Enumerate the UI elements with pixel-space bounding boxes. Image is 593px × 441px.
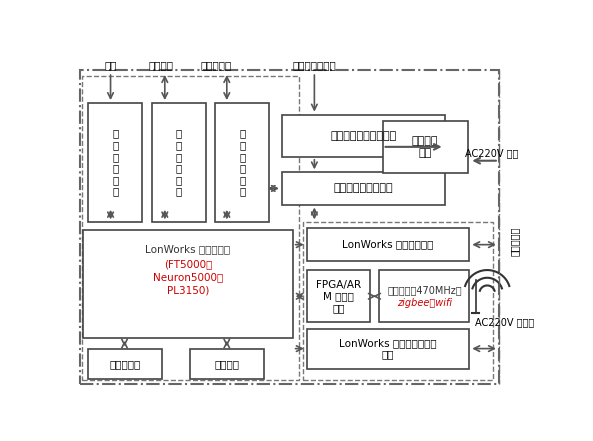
Bar bbox=[215, 103, 269, 222]
Bar bbox=[82, 76, 299, 380]
Text: LonWorks 双绞线收发器: LonWorks 双绞线收发器 bbox=[342, 239, 433, 250]
Text: 单相或三相计量芯片: 单相或三相计量芯片 bbox=[333, 183, 393, 194]
Text: 供电电源
模块: 供电电源 模块 bbox=[412, 136, 438, 158]
Text: 红外编码: 红外编码 bbox=[148, 60, 173, 71]
Bar bbox=[282, 115, 445, 157]
Text: 红
外
收
发
电
路: 红 外 收 发 电 路 bbox=[176, 129, 182, 197]
Text: LonWorks 电力线载波耦合
电路: LonWorks 电力线载波耦合 电路 bbox=[339, 338, 437, 359]
Bar bbox=[382, 121, 468, 173]
Bar bbox=[88, 349, 162, 379]
Text: 电压电流测量取样电路: 电压电流测量取样电路 bbox=[330, 131, 396, 141]
Bar bbox=[307, 270, 370, 322]
Text: 电压、电流输入: 电压、电流输入 bbox=[292, 60, 336, 71]
Text: Neuron5000、: Neuron5000、 bbox=[153, 273, 223, 282]
Text: 通讯双绞线: 通讯双绞线 bbox=[509, 227, 519, 256]
Text: LonWorks 神经元芯片: LonWorks 神经元芯片 bbox=[145, 244, 231, 254]
Text: 输
出
控
制
电
路: 输 出 控 制 电 路 bbox=[239, 129, 246, 197]
Text: (FT5000、: (FT5000、 bbox=[164, 259, 212, 269]
Text: 实时实钟: 实时实钟 bbox=[215, 359, 240, 369]
Text: 无线模块：470MHz、: 无线模块：470MHz、 bbox=[387, 285, 462, 295]
Text: PL3150): PL3150) bbox=[167, 285, 209, 295]
Bar bbox=[190, 349, 264, 379]
Text: FPGA/AR
M 编解码
单元: FPGA/AR M 编解码 单元 bbox=[316, 280, 361, 313]
Bar bbox=[307, 329, 470, 369]
Bar bbox=[152, 103, 206, 222]
Bar bbox=[303, 222, 493, 380]
Text: AC220V 输入: AC220V 输入 bbox=[465, 148, 518, 158]
Bar bbox=[379, 270, 470, 322]
Text: 通断电控制: 通断电控制 bbox=[200, 60, 232, 71]
Bar bbox=[84, 230, 293, 338]
Text: 数据存储器: 数据存储器 bbox=[109, 359, 141, 369]
Bar bbox=[88, 103, 142, 222]
Bar bbox=[307, 228, 470, 261]
Text: AC220V 电力线: AC220V 电力线 bbox=[475, 318, 534, 327]
Bar bbox=[282, 172, 445, 205]
Text: zigbee、wifi: zigbee、wifi bbox=[397, 298, 452, 308]
Text: 温
度
测
量
电
路: 温 度 测 量 电 路 bbox=[112, 129, 119, 197]
Text: 温度: 温度 bbox=[104, 60, 117, 71]
